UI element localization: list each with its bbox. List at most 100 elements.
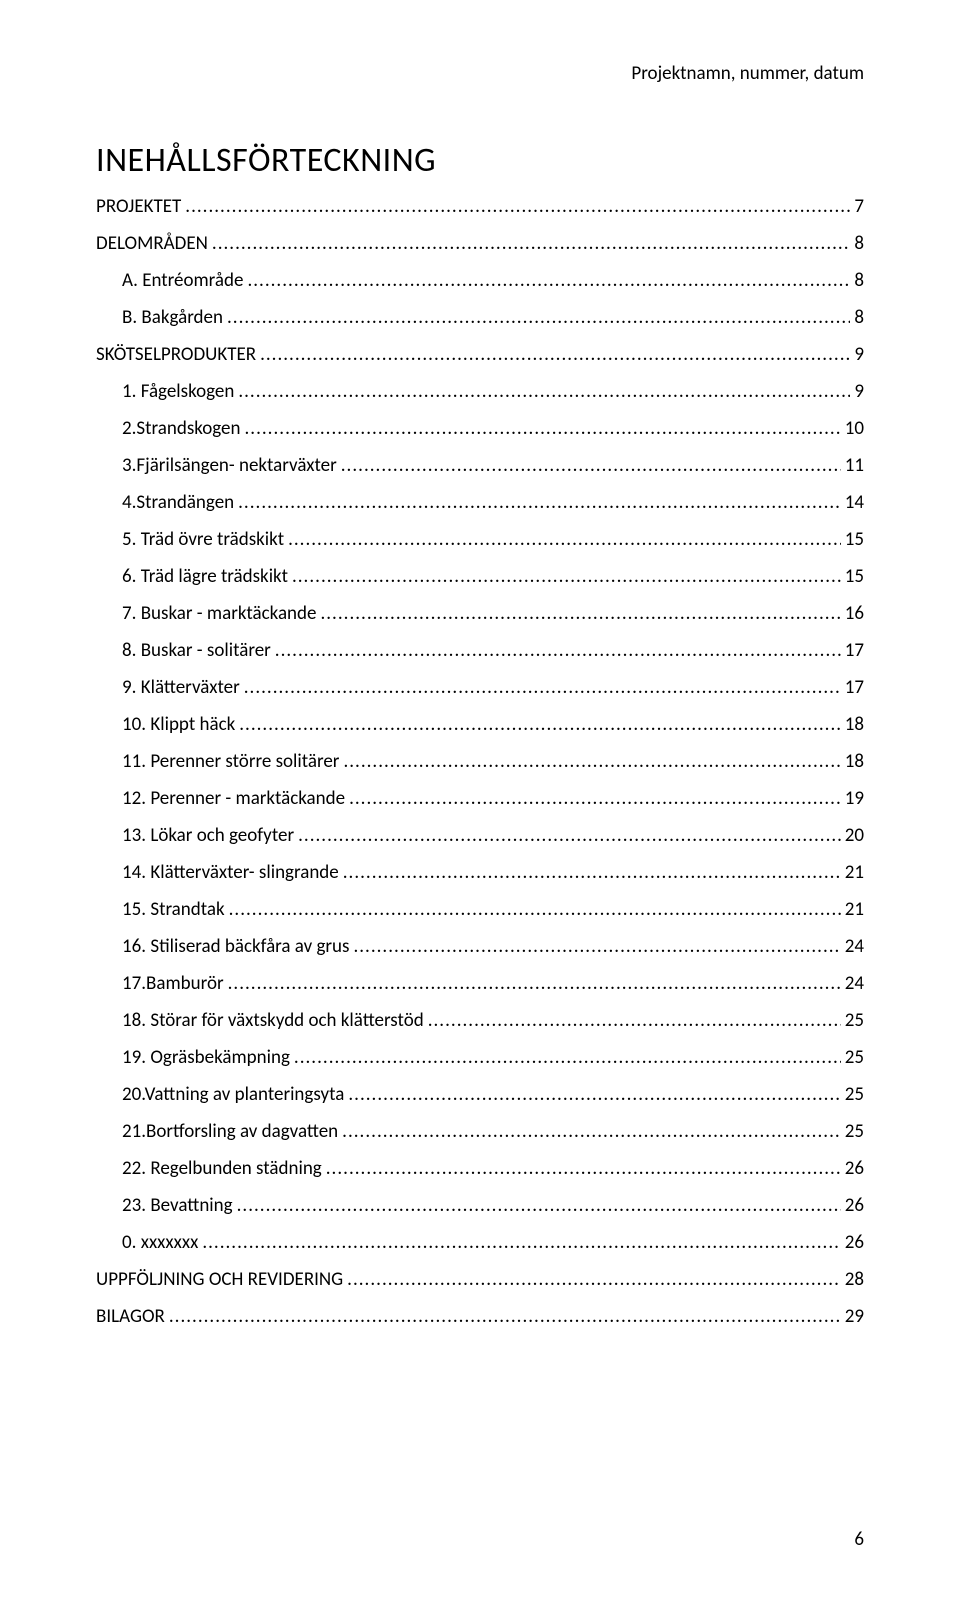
toc-leader-dots xyxy=(347,1268,841,1291)
toc-row: 8. Buskar - solitärer 17 xyxy=(96,639,864,662)
toc-leader-dots xyxy=(227,306,850,329)
toc-entry-page: 19 xyxy=(845,787,864,810)
toc-entry-page: 9 xyxy=(854,343,864,366)
toc-entry-page: 21 xyxy=(845,898,864,921)
toc-leader-dots xyxy=(229,898,841,921)
toc-row: 16. Stiliserad bäckfåra av grus 24 xyxy=(96,935,864,958)
toc-row: 22. Regelbunden städning26 xyxy=(96,1157,864,1180)
toc-entry-label: 4.Strandängen xyxy=(122,491,234,514)
toc-list: PROJEKTET7 DELOMRÅDEN 8 A. Entréområde 8 B. B… xyxy=(96,195,864,1328)
toc-row: 7. Buskar - marktäckande 16 xyxy=(96,602,864,625)
toc-row: SKÖTSELPRODUKTER9 xyxy=(96,343,864,366)
toc-row: 4.Strandängen 14 xyxy=(96,491,864,514)
toc-row: PROJEKTET7 xyxy=(96,195,864,218)
toc-leader-dots xyxy=(288,528,841,551)
toc-entry-label: 19. Ogräsbekämpning xyxy=(122,1046,290,1069)
toc-entry-label: 14. Klätterväxter- slingrande xyxy=(122,861,339,884)
toc-leader-dots xyxy=(294,1046,841,1069)
toc-entry-label: BILAGOR xyxy=(96,1305,165,1328)
toc-entry-page: 17 xyxy=(845,676,864,699)
toc-entry-page: 16 xyxy=(845,602,864,625)
toc-leader-dots xyxy=(341,454,841,477)
toc-entry-label: 16. Stiliserad bäckfåra av grus xyxy=(122,935,349,958)
toc-row: 23. Bevattning26 xyxy=(96,1194,864,1217)
toc-entry-label: DELOMRÅDEN xyxy=(96,232,208,255)
toc-entry-page: 9 xyxy=(854,380,864,403)
toc-entry-page: 10 xyxy=(845,417,864,440)
toc-leader-dots xyxy=(202,1231,840,1254)
toc-entry-page: 26 xyxy=(845,1194,864,1217)
toc-entry-page: 25 xyxy=(845,1120,864,1143)
toc-title: INEHÅLLSFÖRTECKNING xyxy=(96,140,864,181)
toc-row: A. Entréområde 8 xyxy=(96,269,864,292)
toc-entry-page: 18 xyxy=(845,750,864,773)
toc-entry-page: 14 xyxy=(845,491,864,514)
toc-row: 9. Klätterväxter 17 xyxy=(96,676,864,699)
toc-entry-page: 15 xyxy=(845,528,864,551)
toc-entry-label: B. Bakgården xyxy=(122,306,223,329)
toc-entry-page: 24 xyxy=(845,935,864,958)
toc-row: 20.Vattning av planteringsyta 25 xyxy=(96,1083,864,1106)
toc-leader-dots xyxy=(292,565,841,588)
toc-row: 17.Bamburör24 xyxy=(96,972,864,995)
toc-entry-page: 8 xyxy=(854,232,864,255)
toc-entry-page: 7 xyxy=(854,195,864,218)
toc-leader-dots xyxy=(247,269,850,292)
toc-entry-label: 5. Träd övre trädskikt xyxy=(122,528,284,551)
toc-row: 10. Klippt häck18 xyxy=(96,713,864,736)
toc-entry-page: 25 xyxy=(845,1009,864,1032)
toc-entry-label: 9. Klätterväxter xyxy=(122,676,240,699)
toc-entry-page: 8 xyxy=(854,269,864,292)
toc-entry-label: A. Entréområde xyxy=(122,269,243,292)
toc-row: BILAGOR 29 xyxy=(96,1305,864,1328)
toc-entry-page: 25 xyxy=(845,1083,864,1106)
toc-entry-label: 3.Fjärilsängen- nektarväxter xyxy=(122,454,337,477)
toc-row: 3.Fjärilsängen- nektarväxter 11 xyxy=(96,454,864,477)
toc-row: 15. Strandtak 21 xyxy=(96,898,864,921)
toc-row: 11. Perenner större solitärer18 xyxy=(96,750,864,773)
toc-row: 19. Ogräsbekämpning 25 xyxy=(96,1046,864,1069)
toc-row: 1. Fågelskogen 9 xyxy=(96,380,864,403)
toc-leader-dots xyxy=(343,861,841,884)
toc-entry-page: 28 xyxy=(845,1268,864,1291)
content: INEHÅLLSFÖRTECKNING PROJEKTET7 DELOMRÅDEN… xyxy=(96,140,864,1328)
toc-entry-page: 11 xyxy=(845,454,864,477)
toc-entry-label: 21.Bortforsling av dagvatten xyxy=(122,1120,338,1143)
toc-leader-dots xyxy=(260,343,850,366)
toc-entry-label: 2.Strandskogen xyxy=(122,417,241,440)
toc-entry-page: 24 xyxy=(845,972,864,995)
toc-entry-label: 6. Träd lägre trädskikt xyxy=(122,565,288,588)
toc-leader-dots xyxy=(275,639,841,662)
toc-entry-label: 18. Störar för växtskydd och klätterstöd xyxy=(122,1009,424,1032)
toc-entry-label: 20.Vattning av planteringsyta xyxy=(122,1083,344,1106)
toc-leader-dots xyxy=(349,787,841,810)
toc-entry-label: UPPFÖLJNING OCH REVIDERING xyxy=(96,1268,343,1291)
toc-entry-page: 29 xyxy=(845,1305,864,1328)
toc-leader-dots xyxy=(244,676,841,699)
toc-row: DELOMRÅDEN 8 xyxy=(96,232,864,255)
toc-entry-page: 21 xyxy=(845,861,864,884)
toc-leader-dots xyxy=(228,972,841,995)
toc-leader-dots xyxy=(238,380,850,403)
toc-entry-label: 7. Buskar - marktäckande xyxy=(122,602,316,625)
toc-leader-dots xyxy=(320,602,840,625)
toc-entry-label: 1. Fågelskogen xyxy=(122,380,234,403)
toc-leader-dots xyxy=(238,491,841,514)
toc-leader-dots xyxy=(237,1194,841,1217)
toc-leader-dots xyxy=(348,1083,840,1106)
toc-leader-dots xyxy=(298,824,841,847)
toc-row: 6. Träd lägre trädskikt 15 xyxy=(96,565,864,588)
toc-entry-label: 13. Lökar och geofyter xyxy=(122,824,294,847)
toc-row: 2.Strandskogen 10 xyxy=(96,417,864,440)
toc-entry-page: 18 xyxy=(845,713,864,736)
toc-entry-page: 17 xyxy=(845,639,864,662)
toc-row: 5. Träd övre trädskikt 15 xyxy=(96,528,864,551)
toc-leader-dots xyxy=(326,1157,841,1180)
toc-entry-label: 15. Strandtak xyxy=(122,898,225,921)
toc-leader-dots xyxy=(169,1305,841,1328)
toc-row: 18. Störar för växtskydd och klätterstöd… xyxy=(96,1009,864,1032)
toc-entry-page: 15 xyxy=(845,565,864,588)
toc-entry-page: 25 xyxy=(845,1046,864,1069)
toc-leader-dots xyxy=(185,195,850,218)
toc-entry-label: 8. Buskar - solitärer xyxy=(122,639,271,662)
